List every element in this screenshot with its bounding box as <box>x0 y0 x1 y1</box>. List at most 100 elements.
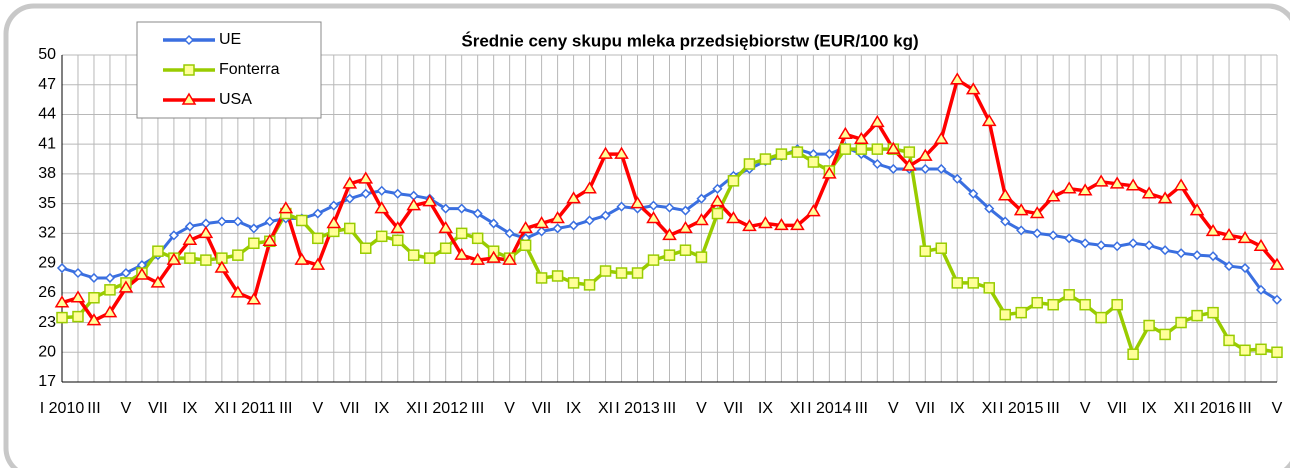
marker <box>168 230 179 241</box>
marker <box>999 308 1011 321</box>
marker <box>901 158 917 171</box>
marker <box>375 230 388 243</box>
y-tick-label: 47 <box>38 76 56 93</box>
marker <box>583 279 596 291</box>
marker <box>919 245 932 257</box>
marker <box>1157 191 1173 204</box>
x-tick-label: V <box>1080 400 1091 417</box>
marker <box>917 148 933 161</box>
marker <box>968 188 979 199</box>
marker <box>790 217 805 231</box>
marker <box>56 262 68 274</box>
marker <box>630 196 645 209</box>
marker <box>1128 238 1139 249</box>
y-tick-label: 44 <box>38 106 56 123</box>
marker <box>952 173 963 184</box>
marker <box>727 175 740 187</box>
marker <box>1000 216 1011 227</box>
x-tick-label: III <box>1238 400 1251 417</box>
marker <box>710 194 725 207</box>
marker <box>1221 227 1237 241</box>
marker <box>1095 311 1107 324</box>
marker <box>232 249 244 261</box>
marker <box>1125 178 1141 191</box>
marker <box>694 213 709 226</box>
marker <box>504 228 515 239</box>
marker <box>104 272 116 284</box>
x-tick-label: III <box>87 400 100 417</box>
x-tick-label: V <box>888 400 899 417</box>
marker <box>984 203 995 214</box>
marker <box>72 310 84 323</box>
marker <box>838 126 853 140</box>
marker <box>584 215 595 226</box>
marker <box>743 158 756 170</box>
marker <box>1253 238 1269 251</box>
marker <box>200 254 212 266</box>
marker <box>839 143 852 155</box>
marker <box>678 220 693 234</box>
marker <box>888 163 899 175</box>
y-tick-label: 50 <box>38 46 56 63</box>
marker <box>822 166 837 179</box>
marker <box>120 267 132 279</box>
marker <box>390 220 406 234</box>
marker <box>312 232 324 245</box>
marker <box>662 227 677 241</box>
marker <box>663 249 676 261</box>
marker <box>439 242 452 254</box>
x-tick-label: V <box>312 400 323 417</box>
marker <box>472 208 483 219</box>
x-tick-label: VII <box>532 400 552 417</box>
x-tick-label: IX <box>374 400 389 417</box>
marker <box>342 176 358 189</box>
marker <box>615 267 628 279</box>
y-tick-label: 23 <box>38 314 56 331</box>
marker <box>535 272 548 284</box>
marker <box>933 131 949 144</box>
marker <box>949 72 965 85</box>
x-tick-label: III <box>663 400 676 417</box>
marker <box>183 34 195 46</box>
marker <box>631 267 644 279</box>
marker <box>742 218 757 232</box>
marker <box>278 201 294 214</box>
marker <box>470 252 485 265</box>
marker <box>935 242 948 254</box>
marker <box>1255 343 1267 356</box>
marker <box>566 191 581 204</box>
marker <box>1143 319 1155 332</box>
marker <box>184 221 195 232</box>
marker <box>582 181 597 194</box>
marker <box>552 223 563 234</box>
marker <box>1269 257 1285 270</box>
marker <box>216 216 227 227</box>
marker <box>726 211 741 224</box>
marker <box>407 249 420 261</box>
marker <box>903 146 916 158</box>
x-tick-label: IX <box>950 400 965 417</box>
marker <box>1160 245 1171 256</box>
marker <box>646 211 661 224</box>
marker <box>1237 230 1253 244</box>
marker <box>855 143 868 155</box>
marker <box>1109 176 1125 189</box>
marker <box>56 311 68 324</box>
x-tick-label: I 2012 <box>423 400 468 417</box>
marker <box>824 149 835 160</box>
x-tick-label: III <box>279 400 292 417</box>
x-tick-label: V <box>696 400 707 417</box>
marker <box>679 244 692 256</box>
marker <box>440 203 451 214</box>
marker <box>1077 183 1093 196</box>
marker <box>647 254 660 266</box>
marker <box>600 210 611 221</box>
marker <box>1239 262 1251 274</box>
marker <box>695 251 708 263</box>
marker <box>360 242 372 254</box>
marker <box>534 215 549 229</box>
marker <box>1223 261 1235 272</box>
marker <box>183 64 195 76</box>
legend-label: UE <box>219 31 241 48</box>
